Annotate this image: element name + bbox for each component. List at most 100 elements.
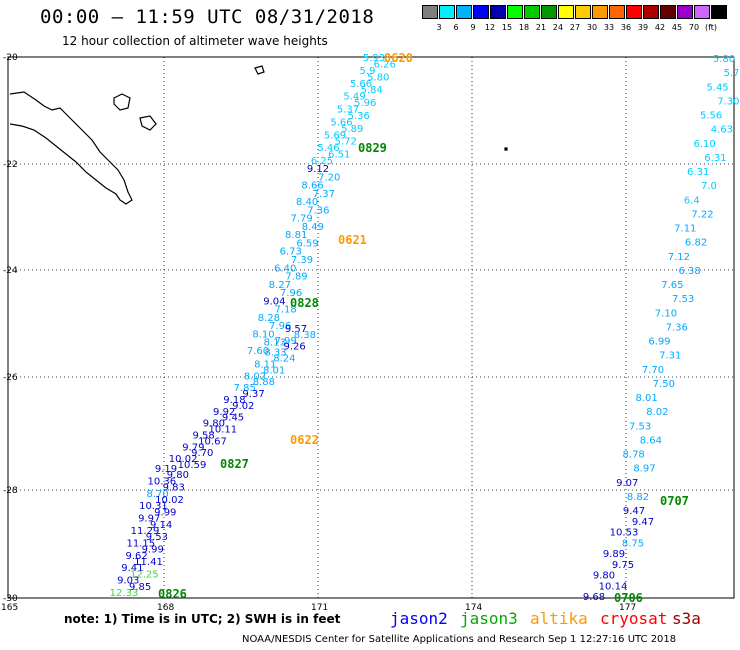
colorbar-swatch — [660, 5, 676, 19]
wave-height-label: 7.99 — [275, 336, 297, 347]
colorbar-label: 42 — [654, 23, 666, 32]
colorbar-label: 3 — [436, 23, 442, 32]
wave-height-label: 9.45 — [222, 413, 244, 424]
wave-height-label: 6.59 — [296, 238, 318, 249]
wave-height-label: 11.41 — [134, 557, 163, 568]
wave-height-label: 5.80 — [367, 72, 389, 83]
wave-height-label: 9.07 — [616, 478, 638, 489]
colorbar-swatch — [541, 5, 557, 19]
wave-height-label: 6.31 — [687, 167, 709, 178]
track-time-label: 0826 — [158, 587, 187, 601]
wave-height-label: 5.80 — [713, 54, 735, 65]
colorbar-swatch — [677, 5, 693, 19]
wave-height-label: 9.89 — [603, 549, 625, 560]
wave-height-label: 7.10 — [655, 308, 677, 319]
colorbar-swatch — [507, 5, 523, 19]
wave-height-label: 5.72 — [335, 137, 357, 148]
wave-height-label: 8.88 — [253, 377, 275, 388]
wave-height-label: 12.33 — [110, 588, 139, 599]
wave-height-label: 10.53 — [610, 528, 639, 539]
wave-height-label: 9.62 — [125, 551, 147, 562]
colorbar-swatch — [643, 5, 659, 19]
wave-height-label: 5.89 — [341, 124, 363, 135]
wave-height-label: 9.04 — [263, 296, 285, 307]
wave-height-label: 7.53 — [629, 421, 651, 432]
lon-label: 177 — [619, 603, 636, 613]
lat-label: -20 — [3, 53, 18, 63]
wave-height-label: 7.37 — [313, 189, 335, 200]
wave-height-label: 8.49 — [302, 222, 324, 233]
map-border — [7, 56, 735, 599]
wave-height-label: 9.53 — [146, 532, 168, 543]
wave-height-label: 8.10 — [252, 329, 274, 340]
colorbar-label: 70 — [688, 23, 700, 32]
wave-height-label: 5.37 — [337, 105, 359, 116]
colorbar-label: 45 — [671, 23, 683, 32]
wave-height-label: 7.36 — [307, 205, 329, 216]
wave-height-label: 6.38 — [678, 266, 700, 277]
wave-height-label: 7.53 — [672, 294, 694, 305]
lon-label: 165 — [1, 603, 18, 613]
colorbar-label: (ft) — [704, 23, 718, 32]
wave-height-label: 7.96 — [269, 321, 291, 332]
wave-height-label: 10.67 — [198, 436, 227, 447]
wave-height-label: 6.4 — [684, 195, 700, 206]
lon-label: 174 — [465, 603, 482, 613]
colorbar-label: 9 — [470, 23, 476, 32]
wave-height-label: 5.66 — [350, 79, 372, 90]
wave-height-label: 5.84 — [361, 85, 383, 96]
wave-height-label: 7.22 — [691, 209, 713, 220]
wave-height-label: 9.75 — [612, 560, 634, 571]
wave-height-label: 8.02 — [646, 407, 668, 418]
wave-height-label: 7.96 — [280, 288, 302, 299]
colorbar-swatch — [575, 5, 591, 19]
lon-label: 168 — [157, 603, 174, 613]
wave-height-label: 6.40 — [274, 263, 296, 274]
track-time-label: 0706 — [614, 591, 643, 605]
wave-height-label: 10.14 — [599, 581, 628, 592]
colorbar-label: 21 — [535, 23, 547, 32]
wave-height-label: 7.0 — [701, 181, 717, 192]
wave-height-label: 9.99 — [154, 507, 176, 518]
wave-height-label: 4.63 — [711, 125, 733, 136]
wave-height-label: 8.38 — [294, 330, 316, 341]
track-time-label: 0827 — [220, 457, 249, 471]
wave-height-label: 8.78 — [623, 450, 645, 461]
wave-height-label: 8.01 — [263, 365, 285, 376]
wave-height-label: 9.26 — [283, 342, 305, 353]
wave-height-label: 9.68 — [583, 592, 605, 603]
wave-height-label: 5.69 — [324, 130, 346, 141]
wave-height-label: 9.80 — [593, 571, 615, 582]
footer-credit: NOAA/NESDIS Center for Satellite Applica… — [242, 634, 677, 645]
lat-label: -26 — [3, 373, 18, 383]
wave-height-label: 6.10 — [694, 139, 716, 150]
colorbar-swatch — [711, 5, 727, 19]
wave-height-label: 10.59 — [178, 460, 207, 471]
colorbar-swatch — [609, 5, 625, 19]
track-time-label: 0707 — [660, 494, 689, 508]
wave-height-label: 7.79 — [291, 214, 313, 225]
wave-height-label: 10.31 — [139, 501, 168, 512]
colorbar-label: 36 — [620, 23, 632, 32]
wave-height-label: 9.02 — [232, 401, 254, 412]
footer-note: note: 1) Time is in UTC; 2) SWH is in fe… — [64, 612, 341, 626]
colorbar-swatch — [439, 5, 455, 19]
wave-height-label: 8.97 — [633, 464, 655, 475]
wave-height-label: 9.18 — [223, 395, 245, 406]
lat-label: -28 — [3, 486, 18, 496]
wave-height-label: 9.47 — [632, 517, 654, 528]
wave-height-label: 8.02 — [244, 371, 266, 382]
new-caledonia-coastline — [9, 65, 508, 205]
colorbar-label: 6 — [453, 23, 459, 32]
wave-height-label: 6.73 — [280, 247, 302, 258]
wave-height-label: 9.14 — [150, 520, 172, 531]
wave-height-label: 5.96 — [354, 98, 376, 109]
wave-height-label: 9.12 — [307, 164, 329, 175]
colorbar-label: 33 — [603, 23, 615, 32]
wave-height-label: 8.01 — [635, 393, 657, 404]
wave-height-label: 7.65 — [661, 280, 683, 291]
satellite-legend-jason3: jason3 — [460, 609, 518, 628]
colorbar-label: 27 — [569, 23, 581, 32]
wave-height-label: 9.41 — [121, 563, 143, 574]
